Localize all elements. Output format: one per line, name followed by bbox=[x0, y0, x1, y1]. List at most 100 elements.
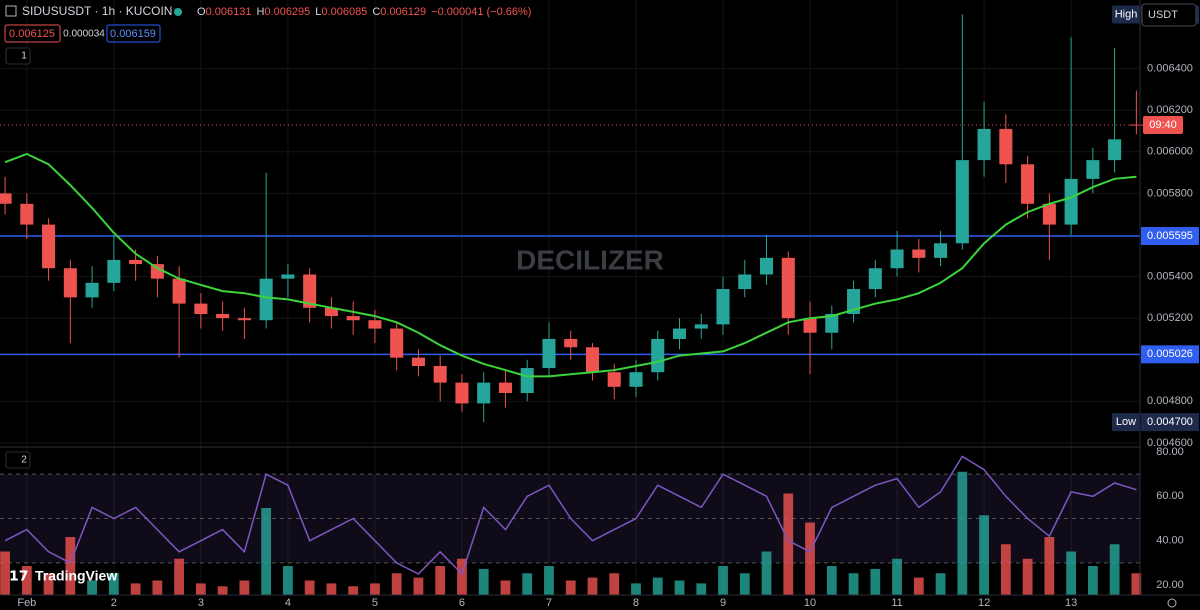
x-tick-label: 8 bbox=[633, 597, 639, 609]
candle-body bbox=[455, 382, 469, 404]
candle-body bbox=[42, 224, 56, 269]
candle-body bbox=[825, 313, 839, 333]
ohlc-key: O bbox=[197, 6, 206, 18]
volume-bar bbox=[87, 580, 97, 595]
y-tick-label: 0.006400 bbox=[1147, 63, 1193, 75]
volume-bar bbox=[500, 580, 511, 595]
currency-select[interactable] bbox=[1141, 3, 1197, 27]
volume-bar bbox=[174, 558, 185, 595]
x-tick-label: 4 bbox=[285, 597, 291, 609]
x-tick-label: 12 bbox=[978, 597, 990, 609]
y-tick-label: 80.00 bbox=[1156, 446, 1184, 458]
countdown-box bbox=[1143, 115, 1183, 134]
x-tick-label: 2 bbox=[111, 597, 117, 609]
candle-body bbox=[672, 328, 687, 339]
candle-body bbox=[150, 264, 164, 279]
y-tick-label: 0.005200 bbox=[1147, 312, 1193, 324]
volume-bar bbox=[478, 568, 489, 595]
volume-bar bbox=[43, 573, 54, 595]
volume-bar bbox=[870, 568, 881, 595]
volume-bar bbox=[761, 551, 772, 595]
watermark: DECILIZER bbox=[516, 244, 664, 275]
volume-bar bbox=[1109, 544, 1120, 595]
y-tick-label: 0.004800 bbox=[1147, 395, 1193, 407]
x-tick-label: 3 bbox=[198, 597, 204, 609]
sell-box[interactable] bbox=[4, 24, 61, 43]
candle-body bbox=[585, 347, 600, 373]
volume-bar bbox=[261, 508, 272, 595]
candle-body bbox=[346, 316, 360, 321]
currency: USDT bbox=[1148, 9, 1178, 21]
volume-bar bbox=[1022, 558, 1033, 595]
candle-body bbox=[216, 313, 230, 319]
buy-box[interactable] bbox=[106, 24, 161, 43]
volume-bar bbox=[609, 573, 620, 595]
pane-toggle[interactable] bbox=[5, 451, 31, 469]
candle-body bbox=[1021, 164, 1035, 204]
candle-body bbox=[803, 318, 817, 333]
low-tag-box bbox=[1112, 413, 1140, 432]
candle-body bbox=[520, 368, 534, 394]
volume-bar bbox=[892, 558, 902, 595]
volume-bar bbox=[631, 583, 641, 595]
volume-bar bbox=[0, 551, 10, 595]
candle-body bbox=[172, 278, 186, 304]
candle-body bbox=[281, 274, 295, 279]
volume-bar bbox=[739, 573, 750, 595]
pane-toggle[interactable] bbox=[5, 47, 31, 65]
volume-bar bbox=[805, 522, 815, 595]
volume-bar bbox=[108, 573, 119, 595]
candle-body bbox=[129, 259, 143, 265]
candle-body bbox=[781, 257, 795, 319]
level-label: 0.005026 bbox=[1147, 348, 1193, 360]
candle-body bbox=[564, 338, 578, 348]
candle-body bbox=[955, 160, 969, 244]
candle-body bbox=[629, 372, 643, 387]
candle-body bbox=[934, 243, 948, 258]
axes: 0.006400 0.006200 0.006000 0.005800 0.005400… bbox=[17, 5, 1199, 609]
low-tag: Low bbox=[1116, 416, 1136, 428]
y-tick-label: 0.005400 bbox=[1147, 270, 1193, 282]
candle-body bbox=[999, 128, 1013, 165]
candle-body bbox=[1086, 160, 1100, 179]
y-tick-label: 0.004600 bbox=[1147, 437, 1193, 449]
x-tick-label: 7 bbox=[546, 597, 552, 609]
candle-body bbox=[607, 372, 621, 387]
volume-bar bbox=[1000, 544, 1011, 595]
low-marker-box bbox=[1141, 413, 1199, 432]
volume-bar bbox=[1087, 566, 1098, 595]
ohlc-value: 0.006131 bbox=[206, 6, 252, 18]
moving-average bbox=[4, 152, 1137, 378]
candle-body bbox=[259, 278, 273, 321]
volume-bar bbox=[935, 573, 946, 595]
spread: 0.000034 bbox=[63, 29, 105, 40]
volume-bar bbox=[152, 580, 163, 595]
candle-body bbox=[847, 289, 861, 314]
candle-body bbox=[694, 324, 708, 329]
candle-body bbox=[1042, 203, 1056, 225]
brand-icon: 𝟭𝟳 bbox=[9, 568, 28, 584]
ohlc-value: 0.006085 bbox=[321, 6, 367, 18]
low-marker-label: 0.004700 bbox=[1147, 416, 1193, 428]
settings-icon[interactable] bbox=[1167, 598, 1177, 608]
volume-bar bbox=[304, 580, 315, 595]
candle-body bbox=[194, 303, 208, 314]
volume-bar bbox=[652, 577, 663, 595]
volume-bar bbox=[783, 493, 794, 595]
y-tick-label: 40.00 bbox=[1156, 535, 1184, 547]
volume-bar bbox=[348, 586, 359, 595]
candle-body bbox=[1064, 178, 1078, 225]
ohlc-value: 0.006295 bbox=[264, 6, 310, 18]
high-tag-box bbox=[1112, 5, 1140, 24]
y-tick-label: 0.005800 bbox=[1147, 187, 1193, 199]
volume-bar bbox=[544, 566, 554, 595]
volume-bar bbox=[1066, 551, 1077, 595]
pane-label: 1 bbox=[21, 51, 27, 62]
candle-body bbox=[63, 268, 77, 298]
volume-bar bbox=[457, 558, 467, 595]
x-tick-label: 13 bbox=[1065, 597, 1077, 609]
x-tick-label: 11 bbox=[891, 597, 902, 609]
y-tick-label: 60.00 bbox=[1156, 490, 1184, 502]
candle-body bbox=[716, 289, 730, 325]
